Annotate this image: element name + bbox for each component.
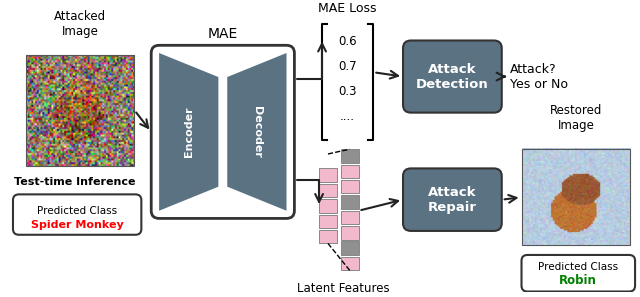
Bar xyxy=(341,195,358,209)
Bar xyxy=(26,55,134,165)
Text: Test-time Inference: Test-time Inference xyxy=(15,177,136,187)
Text: Robin: Robin xyxy=(559,274,597,287)
Text: 0.6: 0.6 xyxy=(339,35,357,48)
Text: Predicted Class: Predicted Class xyxy=(538,263,618,272)
Bar xyxy=(341,165,358,178)
Bar xyxy=(341,149,358,163)
Bar xyxy=(341,226,358,240)
Polygon shape xyxy=(227,53,287,211)
Bar xyxy=(341,241,358,255)
Text: 0.7: 0.7 xyxy=(339,60,357,73)
Text: Attack?
Yes or No: Attack? Yes or No xyxy=(509,63,568,91)
Text: MAE: MAE xyxy=(208,27,238,42)
Text: 0.3: 0.3 xyxy=(339,85,357,98)
Text: MAE Loss: MAE Loss xyxy=(319,1,377,15)
Bar xyxy=(341,257,358,270)
Text: Spider Monkey: Spider Monkey xyxy=(31,220,124,230)
Bar xyxy=(319,230,337,244)
Bar xyxy=(341,211,358,224)
Text: Latent Features: Latent Features xyxy=(298,282,390,295)
Text: Encoder: Encoder xyxy=(184,107,194,157)
Text: Attacked
Image: Attacked Image xyxy=(54,10,106,38)
FancyBboxPatch shape xyxy=(522,255,635,292)
Bar xyxy=(319,199,337,213)
Text: Decoder: Decoder xyxy=(252,106,262,158)
FancyBboxPatch shape xyxy=(151,45,294,218)
FancyBboxPatch shape xyxy=(13,194,141,235)
Text: Predicted Class: Predicted Class xyxy=(37,206,117,216)
Text: Attack
Detection: Attack Detection xyxy=(416,63,489,91)
Bar xyxy=(341,180,358,193)
Text: ....: .... xyxy=(340,110,355,123)
Bar xyxy=(522,149,630,245)
Bar xyxy=(319,184,337,197)
Text: Attack
Repair: Attack Repair xyxy=(428,186,477,214)
Polygon shape xyxy=(159,53,218,211)
Bar xyxy=(319,214,337,228)
Bar xyxy=(319,168,337,182)
FancyBboxPatch shape xyxy=(403,40,502,113)
Text: Restored
Image: Restored Image xyxy=(550,104,602,132)
FancyBboxPatch shape xyxy=(403,168,502,231)
